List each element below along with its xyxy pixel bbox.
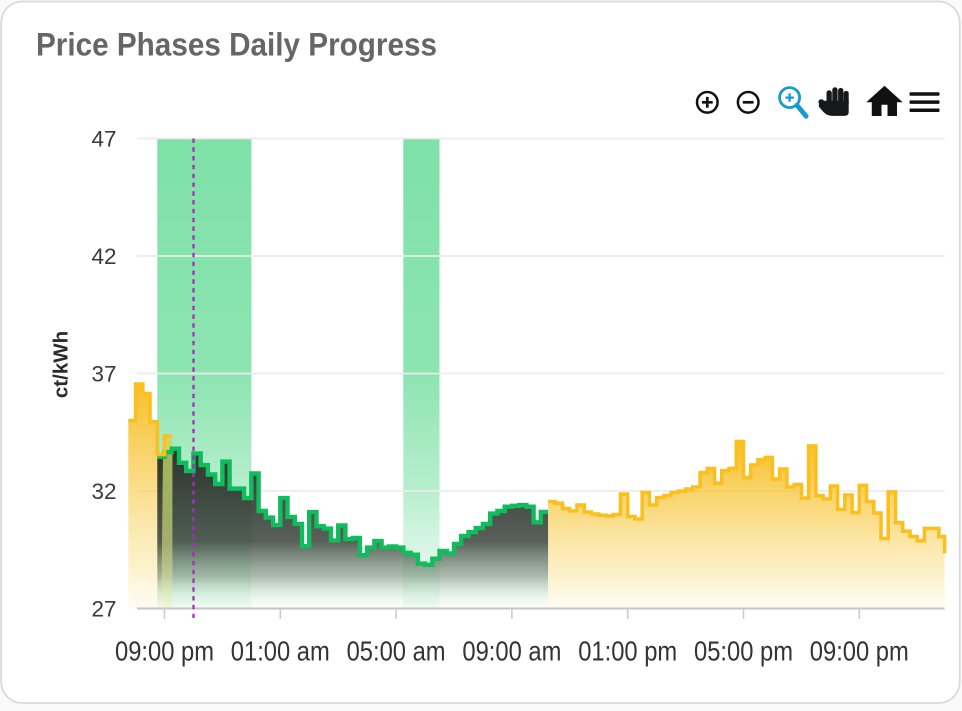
svg-text:27: 27: [91, 597, 116, 622]
svg-text:01:00 pm: 01:00 pm: [578, 636, 677, 667]
svg-text:09:00 pm: 09:00 pm: [810, 636, 909, 667]
svg-text:Price Phases Daily Progress: Price Phases Daily Progress: [36, 27, 437, 63]
svg-text:05:00 am: 05:00 am: [347, 636, 446, 667]
svg-text:47: 47: [91, 127, 116, 152]
svg-text:ct/kWh: ct/kWh: [50, 331, 73, 398]
svg-text:32: 32: [91, 479, 116, 504]
svg-text:42: 42: [91, 244, 116, 269]
svg-text:05:00 pm: 05:00 pm: [694, 636, 793, 667]
svg-text:09:00 pm: 09:00 pm: [115, 636, 214, 667]
svg-text:09:00 am: 09:00 am: [462, 636, 561, 667]
svg-text:37: 37: [91, 362, 116, 387]
svg-text:01:00 am: 01:00 am: [231, 636, 330, 667]
